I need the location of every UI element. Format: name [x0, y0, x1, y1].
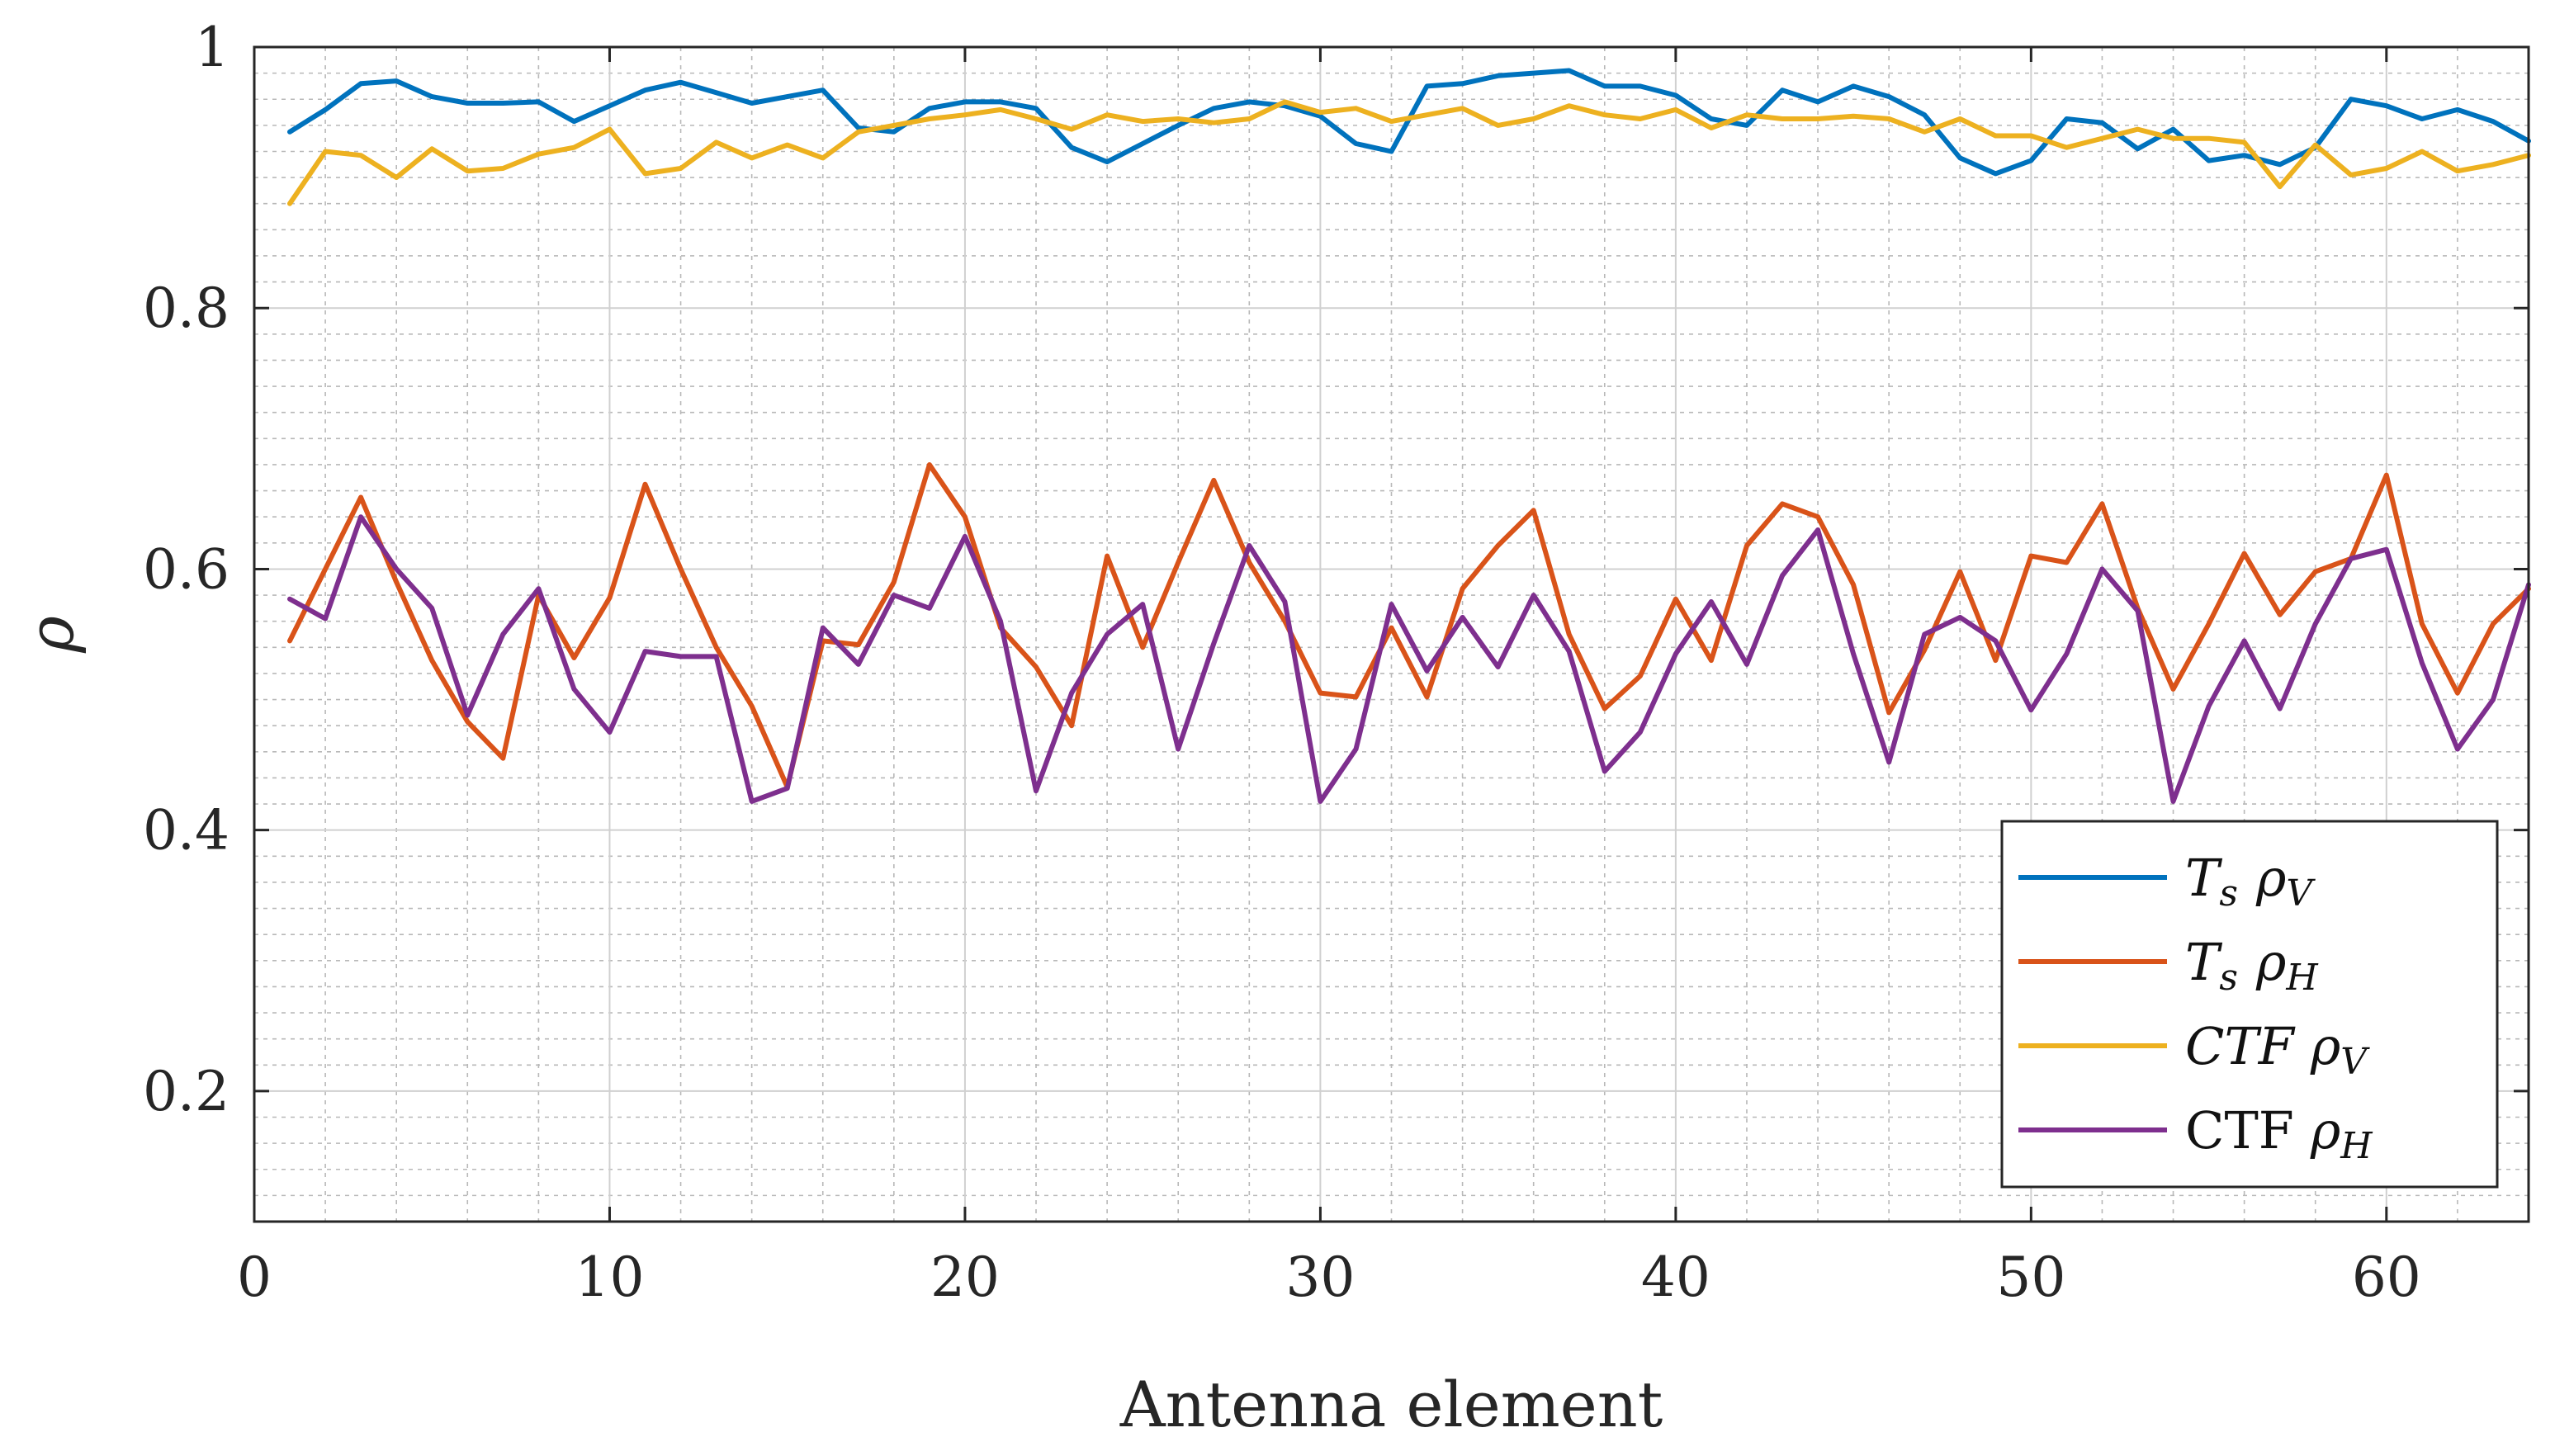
legend-label: CTF ρV — [2185, 1016, 2370, 1083]
x-tick-label: 30 — [1285, 1246, 1355, 1309]
tick-labels: 0 10 20 30 40 50 60 0.2 0.4 0.6 0.8 1 — [143, 16, 2421, 1309]
series-line-4 — [287, 514, 2531, 804]
x-tick-label: 0 — [237, 1246, 272, 1309]
series-line-3 — [287, 99, 2531, 206]
legend-label: CTF ρH — [2185, 1100, 2373, 1167]
plot-frame — [253, 45, 2530, 1223]
x-tick-label: 40 — [1641, 1246, 1710, 1309]
series-layer — [287, 68, 2531, 804]
x-tick-label: 20 — [930, 1246, 1000, 1309]
y-tick-label: 0.6 — [143, 537, 229, 601]
y-tick-label: 0.8 — [143, 277, 229, 340]
legend-box — [2000, 820, 2499, 1189]
y-axis-label: ρ — [14, 616, 88, 654]
x-tick-label: 50 — [1996, 1246, 2065, 1309]
y-tick-label: 0.2 — [143, 1060, 229, 1123]
x-tick-label: 60 — [2352, 1246, 2421, 1309]
legend-label: Ts ρH — [2185, 932, 2319, 999]
y-tick-label: 1 — [195, 16, 229, 79]
x-tick-label: 10 — [575, 1246, 644, 1309]
legend-label: Ts ρV — [2185, 848, 2316, 915]
x-axis-label: Antenna element — [1119, 1368, 1663, 1441]
series-line-2 — [287, 462, 2531, 790]
legend: Ts ρV Ts ρH CTF ρV CTF ρH — [2000, 820, 2499, 1189]
y-tick-label: 0.4 — [143, 799, 229, 863]
minor-grid — [254, 47, 2529, 1222]
